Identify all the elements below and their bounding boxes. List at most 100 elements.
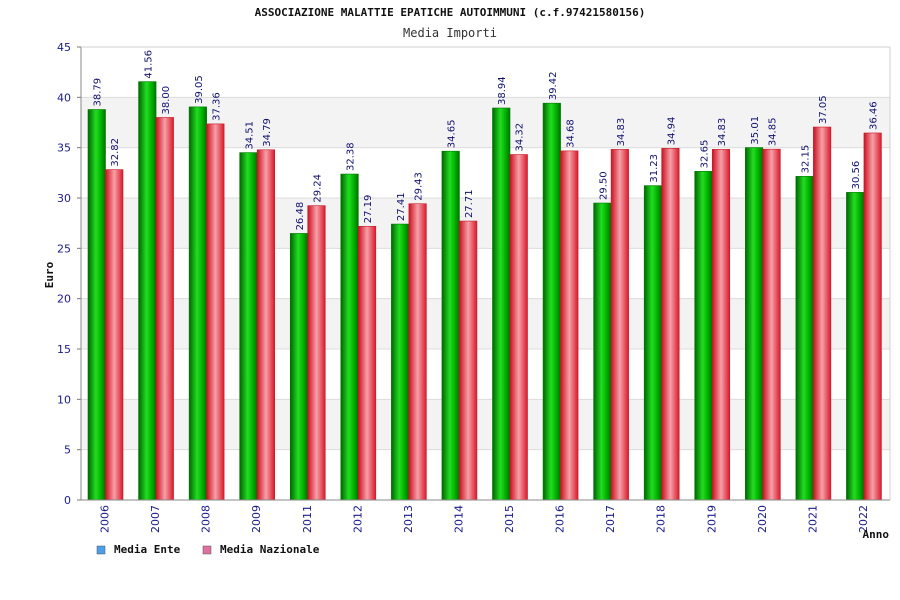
value-label: 31.23	[649, 154, 660, 183]
legend-item-media-nazionale: Media Nazionale	[202, 543, 320, 556]
value-label: 30.56	[851, 161, 862, 190]
value-label: 34.51	[244, 121, 255, 150]
y-tick-label: 5	[64, 444, 71, 457]
bar-media-ente-2020	[745, 147, 764, 501]
y-tick-label: 0	[64, 494, 71, 507]
y-tick-label: 10	[57, 393, 71, 406]
bar-media-nazionale-2013	[408, 203, 427, 501]
value-label: 32.38	[346, 142, 357, 171]
value-label: 38.94	[497, 76, 508, 105]
bar-media-ente-2014	[441, 150, 460, 501]
x-tick-label: 2013	[402, 505, 415, 533]
x-tick-label: 2020	[756, 505, 769, 533]
bar-media-ente-2012	[340, 173, 359, 501]
value-label: 27.19	[363, 195, 374, 224]
bar-media-nazionale-2011	[307, 205, 326, 501]
bar-media-ente-2015	[492, 107, 511, 501]
bar-media-nazionale-2016	[560, 150, 579, 501]
bar-media-nazionale-2007	[155, 117, 174, 501]
axes	[80, 46, 891, 501]
bar-media-nazionale-2009	[256, 149, 275, 501]
y-axis-label: Euro	[43, 261, 56, 288]
value-label: 34.32	[515, 123, 526, 152]
bar-media-nazionale-2012	[358, 225, 377, 501]
bar-media-nazionale-2018	[661, 147, 680, 501]
chart-subtitle: Media Importi	[403, 26, 497, 40]
bar-media-ente-2011	[289, 233, 309, 501]
value-label: 34.83	[717, 118, 728, 147]
x-tick-label: 2019	[705, 505, 718, 533]
value-label: 34.83	[616, 118, 627, 147]
legend-label-media-ente: Media Ente	[114, 543, 181, 556]
bar-media-ente-2018	[643, 185, 662, 501]
bar-media-ente-2013	[391, 223, 410, 501]
x-tick-labels: 2006 2007 2008 2009 2011 2012 2013 2014 2015 2016…	[99, 505, 870, 533]
bar-media-ente-2021	[795, 176, 814, 501]
y-tick-label: 25	[57, 242, 71, 255]
value-label: 29.50	[598, 171, 609, 200]
legend: Media Ente Media Nazionale	[96, 543, 320, 556]
value-label: 39.05	[194, 75, 205, 104]
value-label: 27.41	[396, 192, 407, 221]
plot-band	[81, 47, 890, 98]
bar-media-ente-2007	[138, 81, 157, 501]
value-label: 32.65	[700, 140, 711, 169]
bar-media-ente-2009	[239, 152, 258, 501]
value-label: 39.42	[548, 72, 559, 101]
value-label: 29.43	[414, 172, 425, 201]
legend-swatch-media-ente	[96, 545, 106, 555]
bar-media-nazionale-2022	[863, 132, 882, 501]
x-axis-label: Anno	[863, 528, 890, 541]
x-tick-label: 2012	[351, 505, 364, 533]
value-label: 41.56	[143, 50, 154, 79]
x-tick-label: 2016	[554, 505, 567, 533]
value-label: 38.79	[93, 78, 104, 107]
x-tick-label: 2009	[250, 505, 263, 533]
x-tick-label: 2022	[857, 505, 870, 533]
value-label: 35.01	[750, 116, 761, 145]
y-tick-labels: 0 5 10 15 20 25 30 35 40 45	[57, 41, 71, 507]
value-label: 38.00	[161, 86, 172, 115]
chart-title: ASSOCIAZIONE MALATTIE EPATICHE AUTOIMMUN…	[255, 6, 646, 19]
bar-media-nazionale-2015	[509, 154, 528, 501]
value-label: 26.48	[295, 202, 306, 231]
value-label: 34.85	[768, 118, 779, 147]
value-label: 32.82	[110, 138, 121, 167]
x-tick-label: 2018	[655, 505, 668, 533]
bar-media-ente-2006	[87, 109, 106, 501]
legend-swatch-media-nazionale	[202, 545, 212, 555]
value-labels: 38.79 32.82 41.56 38.00 39.05 37.36 34.51 34.79…	[93, 50, 880, 230]
bar-media-nazionale-2017	[610, 149, 629, 501]
x-tick-label: 2011	[301, 505, 314, 533]
value-label: 34.65	[447, 120, 458, 149]
value-label: 34.79	[262, 118, 273, 147]
bar-media-nazionale-2006	[105, 169, 124, 501]
value-label: 32.15	[801, 145, 812, 174]
bar-media-ente-2022	[846, 192, 865, 501]
bar-media-nazionale-2020	[762, 148, 781, 501]
value-label: 37.05	[818, 95, 829, 124]
bar-media-nazionale-2021	[813, 126, 832, 501]
x-tick-label: 2006	[99, 505, 112, 533]
value-label: 34.94	[666, 117, 677, 146]
bar-media-nazionale-2019	[711, 149, 731, 501]
bar-media-ente-2008	[188, 106, 207, 501]
y-tick-label: 30	[57, 192, 71, 205]
value-label: 37.36	[211, 92, 222, 121]
x-tick-label: 2008	[200, 505, 213, 533]
value-label: 27.71	[464, 189, 475, 218]
y-tick-label: 40	[57, 91, 71, 104]
bar-media-ente-2019	[694, 171, 713, 501]
value-label: 34.68	[565, 119, 576, 148]
bars	[87, 81, 882, 501]
y-tick-label: 15	[57, 343, 71, 356]
x-tick-label: 2014	[452, 505, 465, 533]
y-tick-label: 35	[57, 142, 71, 155]
x-tick-label: 2021	[806, 505, 819, 533]
x-tick-label: 2017	[604, 505, 617, 533]
x-tick-label: 2007	[149, 505, 162, 533]
legend-label-media-nazionale: Media Nazionale	[220, 543, 320, 556]
bar-media-nazionale-2008	[206, 123, 225, 501]
legend-item-media-ente: Media Ente	[96, 543, 181, 556]
